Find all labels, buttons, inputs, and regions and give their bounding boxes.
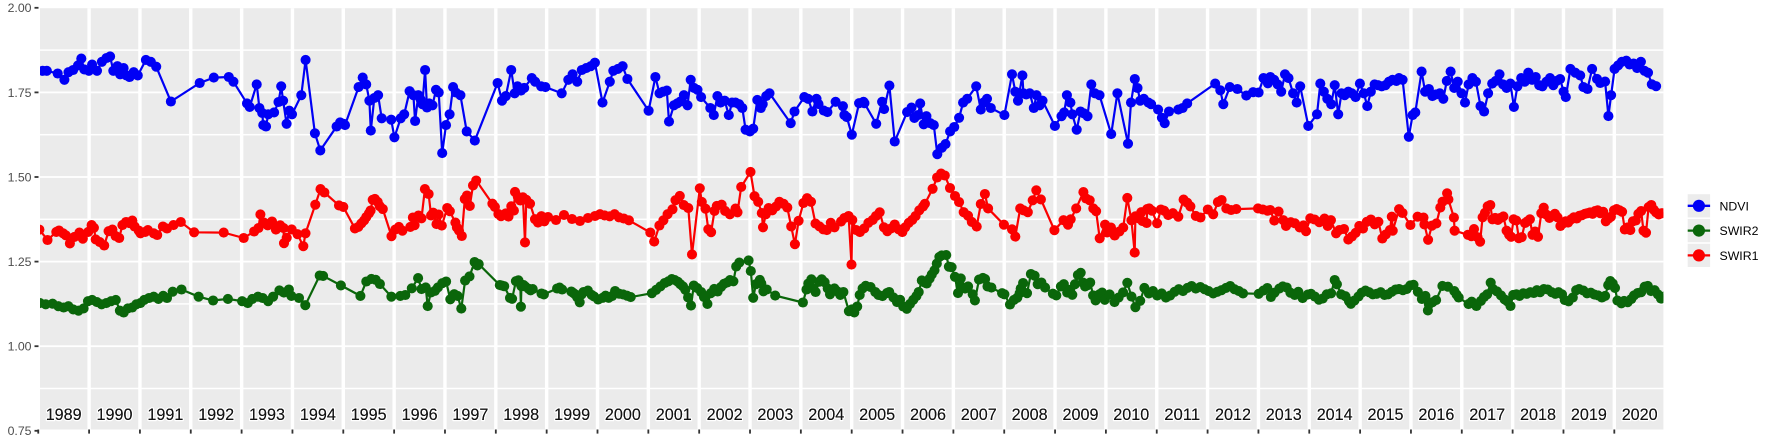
svg-text:1997: 1997 <box>452 405 488 424</box>
svg-text:2012: 2012 <box>1215 405 1251 424</box>
svg-text:1995: 1995 <box>351 405 387 424</box>
svg-text:2005: 2005 <box>859 405 895 424</box>
svg-text:1990: 1990 <box>97 405 133 424</box>
svg-text:2007: 2007 <box>961 405 997 424</box>
svg-text:1999: 1999 <box>554 405 590 424</box>
svg-text:1992: 1992 <box>198 405 234 424</box>
svg-text:2013: 2013 <box>1266 405 1302 424</box>
svg-text:2017: 2017 <box>1469 405 1505 424</box>
svg-text:2005: 2005 <box>859 405 895 424</box>
svg-text:1998: 1998 <box>503 405 539 424</box>
svg-text:1.25: 1.25 <box>8 255 32 269</box>
svg-text:2013: 2013 <box>1266 405 1302 424</box>
svg-text:1991: 1991 <box>147 405 183 424</box>
svg-text:2014: 2014 <box>1317 405 1353 424</box>
svg-text:2011: 2011 <box>1164 405 1200 424</box>
svg-text:2017: 2017 <box>1469 405 1505 424</box>
svg-text:2019: 2019 <box>1571 405 1607 424</box>
svg-text:2018: 2018 <box>1520 405 1556 424</box>
svg-text:1999: 1999 <box>554 405 590 424</box>
svg-text:2001: 2001 <box>656 405 692 424</box>
svg-text:2009: 2009 <box>1063 405 1099 424</box>
svg-text:2000: 2000 <box>605 405 641 424</box>
svg-text:NDVI: NDVI <box>1720 199 1749 213</box>
svg-text:2001: 2001 <box>656 405 692 424</box>
svg-text:2007: 2007 <box>961 405 997 424</box>
svg-text:1.00: 1.00 <box>8 340 32 354</box>
svg-text:1.75: 1.75 <box>8 86 32 100</box>
svg-text:1.50: 1.50 <box>8 170 32 184</box>
svg-text:1994: 1994 <box>300 405 336 424</box>
svg-text:1991: 1991 <box>147 405 183 424</box>
svg-text:2008: 2008 <box>1012 405 1048 424</box>
svg-text:2003: 2003 <box>757 405 793 424</box>
svg-text:1994: 1994 <box>300 405 336 424</box>
svg-text:1989: 1989 <box>46 405 82 424</box>
svg-text:2014: 2014 <box>1317 405 1353 424</box>
svg-text:2012: 2012 <box>1215 405 1251 424</box>
svg-text:1992: 1992 <box>198 405 234 424</box>
svg-text:0.75: 0.75 <box>8 424 32 438</box>
svg-text:SWIR1: SWIR1 <box>1720 249 1759 263</box>
svg-text:2006: 2006 <box>910 405 946 424</box>
svg-text:2010: 2010 <box>1113 405 1149 424</box>
svg-text:2016: 2016 <box>1418 405 1454 424</box>
svg-text:2002: 2002 <box>707 405 743 424</box>
svg-text:1990: 1990 <box>97 405 133 424</box>
svg-text:2006: 2006 <box>910 405 946 424</box>
svg-text:1993: 1993 <box>249 405 285 424</box>
svg-text:2015: 2015 <box>1368 405 1404 424</box>
svg-text:1996: 1996 <box>402 405 438 424</box>
svg-text:2000: 2000 <box>605 405 641 424</box>
svg-text:2019: 2019 <box>1571 405 1607 424</box>
svg-text:SWIR2: SWIR2 <box>1720 224 1759 238</box>
svg-text:2004: 2004 <box>808 405 844 424</box>
svg-text:1989: 1989 <box>46 405 82 424</box>
svg-text:2009: 2009 <box>1063 405 1099 424</box>
svg-text:2016: 2016 <box>1418 405 1454 424</box>
svg-text:1997: 1997 <box>452 405 488 424</box>
svg-text:2004: 2004 <box>808 405 844 424</box>
svg-text:2.00: 2.00 <box>8 1 32 15</box>
svg-text:2020: 2020 <box>1622 405 1658 424</box>
svg-text:2020: 2020 <box>1622 405 1658 424</box>
svg-text:2011: 2011 <box>1164 405 1200 424</box>
svg-text:2003: 2003 <box>757 405 793 424</box>
svg-text:2018: 2018 <box>1520 405 1556 424</box>
svg-text:2008: 2008 <box>1012 405 1048 424</box>
svg-text:1996: 1996 <box>402 405 438 424</box>
svg-text:1998: 1998 <box>503 405 539 424</box>
svg-text:1993: 1993 <box>249 405 285 424</box>
svg-text:2002: 2002 <box>707 405 743 424</box>
svg-text:2015: 2015 <box>1368 405 1404 424</box>
svg-text:1995: 1995 <box>351 405 387 424</box>
svg-text:2010: 2010 <box>1113 405 1149 424</box>
